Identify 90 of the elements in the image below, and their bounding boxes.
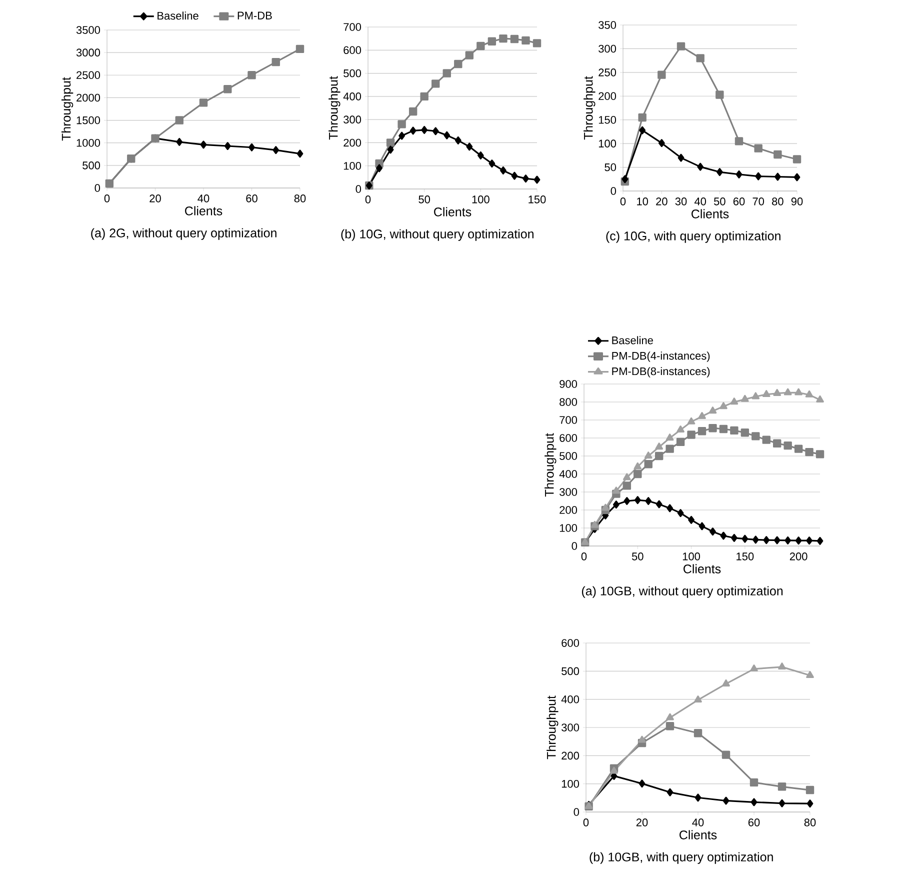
x-tick-label: 60 bbox=[733, 198, 745, 206]
legend-label: PM-DB(8-instances) bbox=[612, 367, 710, 378]
y-tick-label: 1500 bbox=[76, 116, 100, 124]
y-tick-label: 500 bbox=[560, 452, 578, 460]
x-tick-label: 0 bbox=[581, 552, 587, 560]
x-axis-title: Clients bbox=[684, 564, 721, 574]
text: (b) 10G, without query optimization bbox=[341, 229, 534, 241]
y-tick-label: 100 bbox=[562, 780, 580, 788]
x-tick-label: 40 bbox=[694, 198, 706, 206]
y-axis-title: Throughput bbox=[328, 76, 340, 140]
text: (c) 10G, with query optimization bbox=[606, 231, 780, 243]
y-tick-label: 200 bbox=[344, 138, 362, 147]
text: (a) 2G, without query optimization bbox=[91, 228, 276, 240]
y-tick-label: 0 bbox=[574, 808, 580, 816]
x-tick-label: 50 bbox=[714, 198, 726, 206]
text: (b) 10GB, with query optimization bbox=[590, 852, 773, 864]
y-axis-title: Throughput bbox=[584, 76, 596, 140]
y-tick-label: 500 bbox=[344, 69, 362, 78]
x-tick-label: 50 bbox=[418, 196, 430, 204]
y-tick-label: 500 bbox=[562, 667, 580, 676]
x-tick-label: 150 bbox=[528, 196, 546, 204]
x-tick-label: 40 bbox=[692, 818, 704, 826]
x-tick-label: 80 bbox=[804, 818, 816, 826]
x-tick-label: 70 bbox=[752, 198, 764, 206]
y-tick-label: 300 bbox=[598, 44, 616, 53]
y-tick-label: 400 bbox=[343, 92, 362, 100]
x-tick-label: 0 bbox=[583, 818, 589, 826]
y-tick-label: 200 bbox=[598, 92, 616, 100]
y-tick-label: 2000 bbox=[76, 94, 100, 102]
y-tick-label: 300 bbox=[562, 724, 580, 732]
legend-label: Baseline bbox=[612, 336, 653, 344]
x-tick-label: 0 bbox=[620, 198, 626, 206]
x-tick-label: 200 bbox=[790, 552, 808, 560]
text: (a) 10GB, without query optimization bbox=[582, 586, 783, 598]
x-tick-label: 80 bbox=[772, 198, 784, 206]
legend-label: Baseline bbox=[158, 12, 198, 20]
y-tick-label: 0 bbox=[610, 187, 616, 195]
x-tick-label: 60 bbox=[246, 194, 258, 202]
y-tick-label: 50 bbox=[604, 163, 616, 172]
y-tick-label: 900 bbox=[560, 380, 578, 388]
y-axis-title: Throughput bbox=[61, 77, 74, 141]
y-tick-label: 150 bbox=[598, 116, 616, 124]
y-tick-label: 250 bbox=[598, 68, 616, 76]
x-tick-label: 10 bbox=[637, 198, 648, 206]
x-tick-label: 40 bbox=[198, 194, 210, 202]
legend-label: PM-DB bbox=[238, 12, 272, 20]
x-tick-label: 0 bbox=[104, 194, 110, 202]
y-tick-label: 200 bbox=[560, 506, 578, 514]
x-tick-label: 20 bbox=[150, 194, 161, 202]
x-tick-label: 30 bbox=[675, 198, 687, 206]
x-tick-label: 0 bbox=[365, 196, 371, 204]
y-tick-label: 0 bbox=[572, 542, 578, 550]
y-tick-label: 300 bbox=[560, 488, 578, 496]
x-tick-label: 20 bbox=[656, 198, 668, 206]
x-axis-title: Clients bbox=[680, 830, 717, 840]
y-tick-label: 700 bbox=[560, 416, 578, 424]
y-tick-label: 800 bbox=[560, 398, 578, 406]
y-tick-label: 1000 bbox=[76, 138, 100, 147]
y-tick-label: 600 bbox=[344, 46, 362, 54]
x-tick-label: 100 bbox=[682, 552, 700, 560]
y-tick-label: 400 bbox=[561, 695, 580, 704]
x-axis-title: Clients bbox=[185, 206, 222, 216]
x-axis-title: Clients bbox=[692, 209, 729, 218]
y-tick-label: 2500 bbox=[76, 71, 100, 80]
y-tick-label: 600 bbox=[562, 639, 580, 647]
y-tick-label: 400 bbox=[559, 470, 578, 478]
y-axis-title: Throughput bbox=[546, 696, 558, 760]
y-tick-label: 600 bbox=[560, 434, 578, 442]
y-tick-label: 300 bbox=[344, 116, 362, 124]
y-tick-label: 500 bbox=[82, 162, 100, 170]
x-tick-label: 100 bbox=[472, 196, 490, 204]
x-tick-label: 90 bbox=[791, 198, 803, 206]
y-tick-label: 3500 bbox=[76, 26, 100, 34]
x-axis-title: Clients bbox=[434, 207, 472, 216]
x-tick-label: 20 bbox=[636, 818, 648, 826]
y-axis-title: Throughput bbox=[544, 433, 556, 497]
x-tick-label: 150 bbox=[736, 552, 754, 560]
y-tick-label: 200 bbox=[562, 752, 580, 760]
x-tick-label: 60 bbox=[748, 818, 760, 826]
y-tick-label: 350 bbox=[598, 21, 616, 29]
y-tick-label: 0 bbox=[356, 185, 362, 193]
x-tick-label: 80 bbox=[294, 194, 306, 202]
y-tick-label: 0 bbox=[94, 184, 100, 192]
y-tick-label: 700 bbox=[344, 23, 362, 31]
x-tick-label: 50 bbox=[632, 552, 644, 560]
y-tick-label: 3000 bbox=[76, 48, 100, 56]
y-tick-label: 100 bbox=[344, 162, 362, 170]
y-tick-label: 100 bbox=[560, 524, 578, 532]
y-tick-label: 100 bbox=[598, 140, 616, 148]
legend-label: PM-DB(4-instances) bbox=[612, 352, 710, 362]
